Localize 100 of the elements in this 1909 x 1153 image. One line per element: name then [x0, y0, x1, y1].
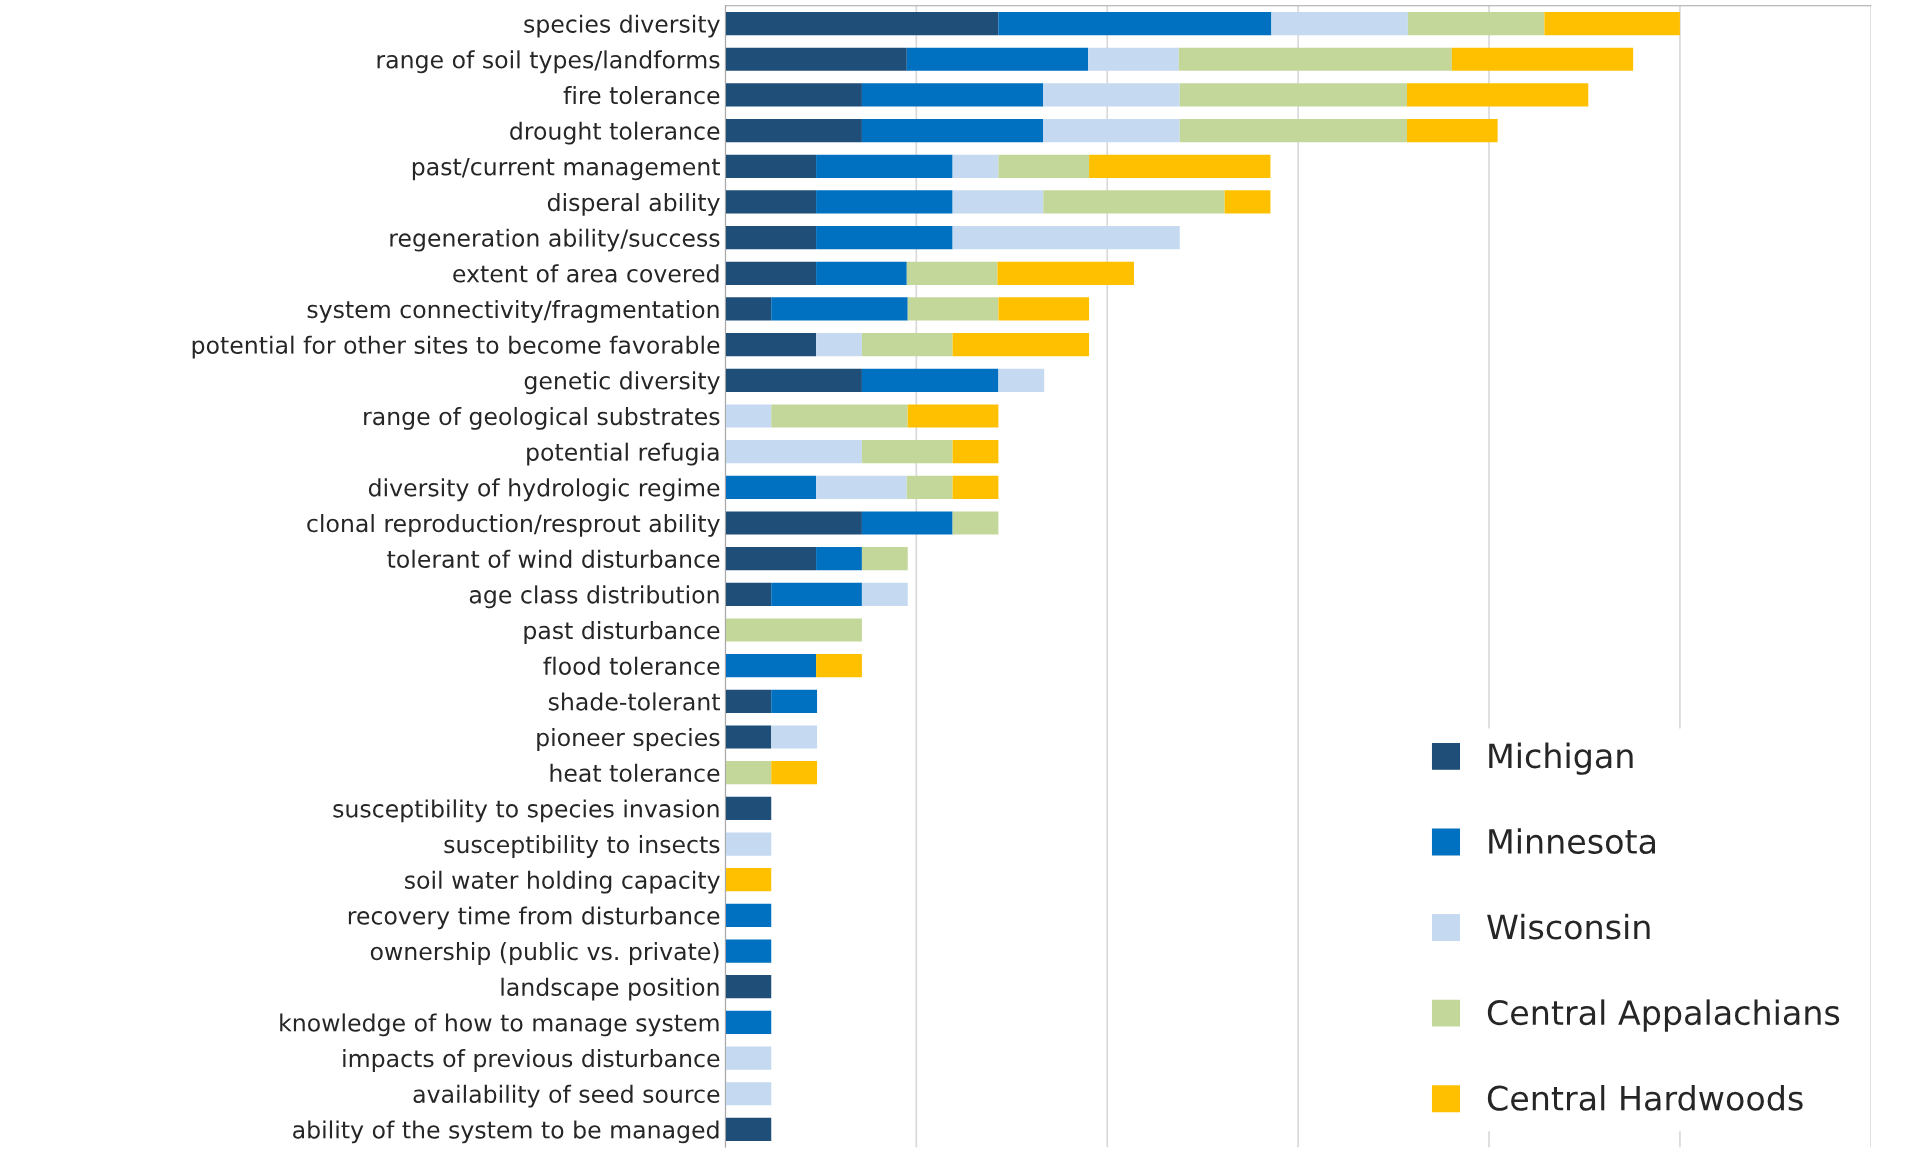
- y-tick-label: age class distribution: [469, 585, 719, 609]
- y-tick-label: past/current management: [412, 158, 720, 181]
- bar: [725, 725, 772, 749]
- bar: [952, 511, 999, 535]
- bar: [725, 868, 772, 892]
- y-tick-label: soil water holding capacity: [405, 870, 720, 894]
- bar: [816, 475, 907, 499]
- bar: [1043, 119, 1180, 143]
- bar: [816, 154, 953, 178]
- bar: [725, 618, 862, 642]
- bar: [725, 796, 772, 820]
- y-tick-label: clonal reproduction/resprout ability: [307, 514, 720, 537]
- y-tick-label: range of soil types/landforms: [377, 50, 720, 74]
- bar: [725, 440, 862, 464]
- bar: [906, 47, 1089, 71]
- y-tick-label: susceptibility to species invasion: [333, 799, 719, 823]
- bar: [771, 404, 908, 428]
- y-tick-label: heat tolerance: [550, 763, 720, 782]
- y-tick-label: disperal ability: [547, 192, 720, 216]
- bar: [1407, 12, 1545, 36]
- bar: [1406, 119, 1498, 143]
- bar: [725, 1117, 772, 1141]
- bar: [952, 333, 1090, 357]
- bar: [771, 297, 908, 321]
- bar: [725, 689, 772, 713]
- bar: [997, 261, 1134, 285]
- bar: [816, 261, 907, 285]
- bar: [861, 83, 1044, 107]
- bar: [952, 440, 999, 464]
- bar: [998, 154, 1090, 178]
- y-tick-label: system connectivity/fragmentation: [307, 300, 719, 323]
- bar: [1451, 47, 1634, 71]
- y-tick-label: ability of the system to be managed: [293, 1120, 719, 1144]
- bar: [725, 832, 772, 856]
- bar: [952, 190, 1044, 214]
- bar: [725, 226, 817, 250]
- bar: [861, 368, 999, 392]
- y-tick-label: potential refugia: [527, 442, 719, 466]
- y-tick-label: ownership (public vs. private): [370, 942, 719, 965]
- y-tick-label: drought tolerance: [510, 121, 720, 145]
- bar: [1544, 12, 1680, 36]
- y-tick-label: pioneer species: [537, 728, 720, 751]
- y-tick-label: tolerant of wind disturbance: [387, 549, 720, 568]
- y-tick-label: range of geological substrates: [364, 407, 720, 430]
- y-tick-label: fire tolerance: [563, 85, 720, 105]
- y-tick-label: species diversity: [524, 14, 720, 38]
- bar: [816, 547, 862, 571]
- bar: [816, 190, 953, 214]
- y-tick-label: recovery time from disturbance: [348, 906, 720, 930]
- bar: [725, 119, 862, 143]
- bar: [725, 761, 772, 785]
- y-tick-label: diversity of hydrologic regime: [368, 478, 720, 502]
- bar: [1179, 83, 1407, 107]
- bar: [1406, 83, 1589, 107]
- bar: [725, 1046, 772, 1070]
- bar: [725, 903, 772, 927]
- bar: [861, 119, 1044, 143]
- bar: [725, 975, 772, 999]
- legend-label: Central Hardwoods: [1487, 1084, 1803, 1111]
- bar: [1043, 83, 1180, 107]
- y-tick-label: susceptibility to insects: [444, 835, 720, 858]
- bar: [771, 725, 818, 749]
- y-tick-label: impacts of previous disturbance: [343, 1049, 720, 1072]
- bar: [861, 582, 908, 606]
- bar: [725, 154, 817, 178]
- legend-label: Wisconsin: [1487, 913, 1650, 940]
- bar: [998, 297, 1090, 321]
- y-tick-label: availability of seed source: [413, 1084, 720, 1108]
- bar: [816, 226, 953, 250]
- bar: [861, 511, 953, 535]
- bar: [771, 689, 818, 713]
- bar: [1043, 190, 1225, 214]
- bar: [1271, 12, 1408, 36]
- y-tick-label: shade-tolerant: [548, 692, 720, 711]
- bar: [998, 368, 1045, 392]
- bar: [725, 297, 772, 321]
- bar: [952, 475, 999, 499]
- bar: [1089, 154, 1271, 178]
- bar: [725, 404, 772, 428]
- bar: [725, 333, 817, 357]
- bar: [725, 939, 772, 963]
- bar: [725, 511, 862, 535]
- bar: [725, 582, 772, 606]
- legend-label: Minnesota: [1489, 828, 1655, 854]
- bar: [725, 190, 817, 214]
- y-tick-label: past disturbance: [524, 621, 720, 644]
- bar: [952, 154, 999, 178]
- bar: [861, 547, 908, 571]
- y-tick-label: knowledge of how to manage system: [280, 1013, 719, 1037]
- bar: [725, 547, 817, 571]
- y-tick-label: potential for other sites to become favorable: [192, 335, 720, 359]
- y-tick-label: extent of area covered: [453, 264, 719, 283]
- legend-label: Michigan: [1489, 742, 1633, 775]
- bar: [725, 654, 817, 678]
- bar: [861, 440, 953, 464]
- bar: [1088, 47, 1179, 71]
- bar: [907, 404, 999, 428]
- y-tick-label: landscape position: [501, 977, 719, 1001]
- bar: [725, 83, 862, 107]
- bar: [906, 261, 998, 285]
